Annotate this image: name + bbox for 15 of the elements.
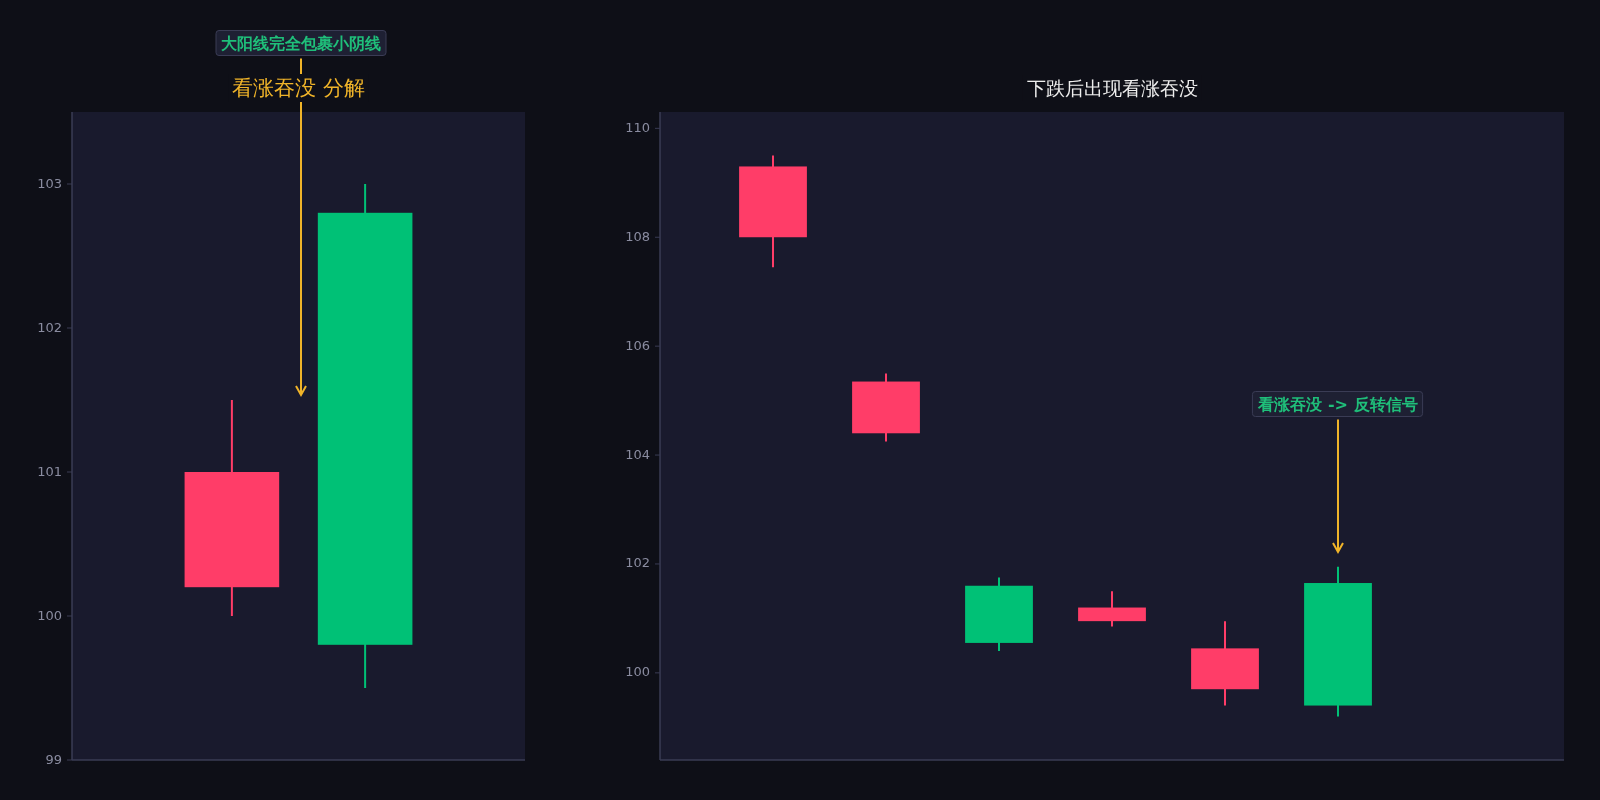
y-tick-label: 108	[625, 228, 650, 244]
y-tick-label: 106	[625, 337, 650, 353]
y-tick-label: 100	[37, 607, 62, 623]
y-tick-label: 100	[625, 664, 650, 680]
y-tick-label: 102	[37, 319, 62, 335]
y-tick-label: 104	[625, 446, 650, 462]
y-tick-label: 99	[45, 751, 62, 767]
chart-title: 看涨吞没 分解	[232, 76, 365, 100]
y-tick-label: 102	[625, 555, 650, 571]
y-tick-label: 110	[625, 119, 650, 135]
annotation: 看涨吞没 -> 反转信号	[1257, 394, 1418, 414]
y-tick-label: 103	[37, 175, 62, 191]
text: 大阳线完全包裹小阴线	[221, 33, 381, 53]
chart-title: 下跌后出现看涨吞没	[1026, 77, 1198, 99]
y-tick-label: 101	[37, 463, 62, 479]
